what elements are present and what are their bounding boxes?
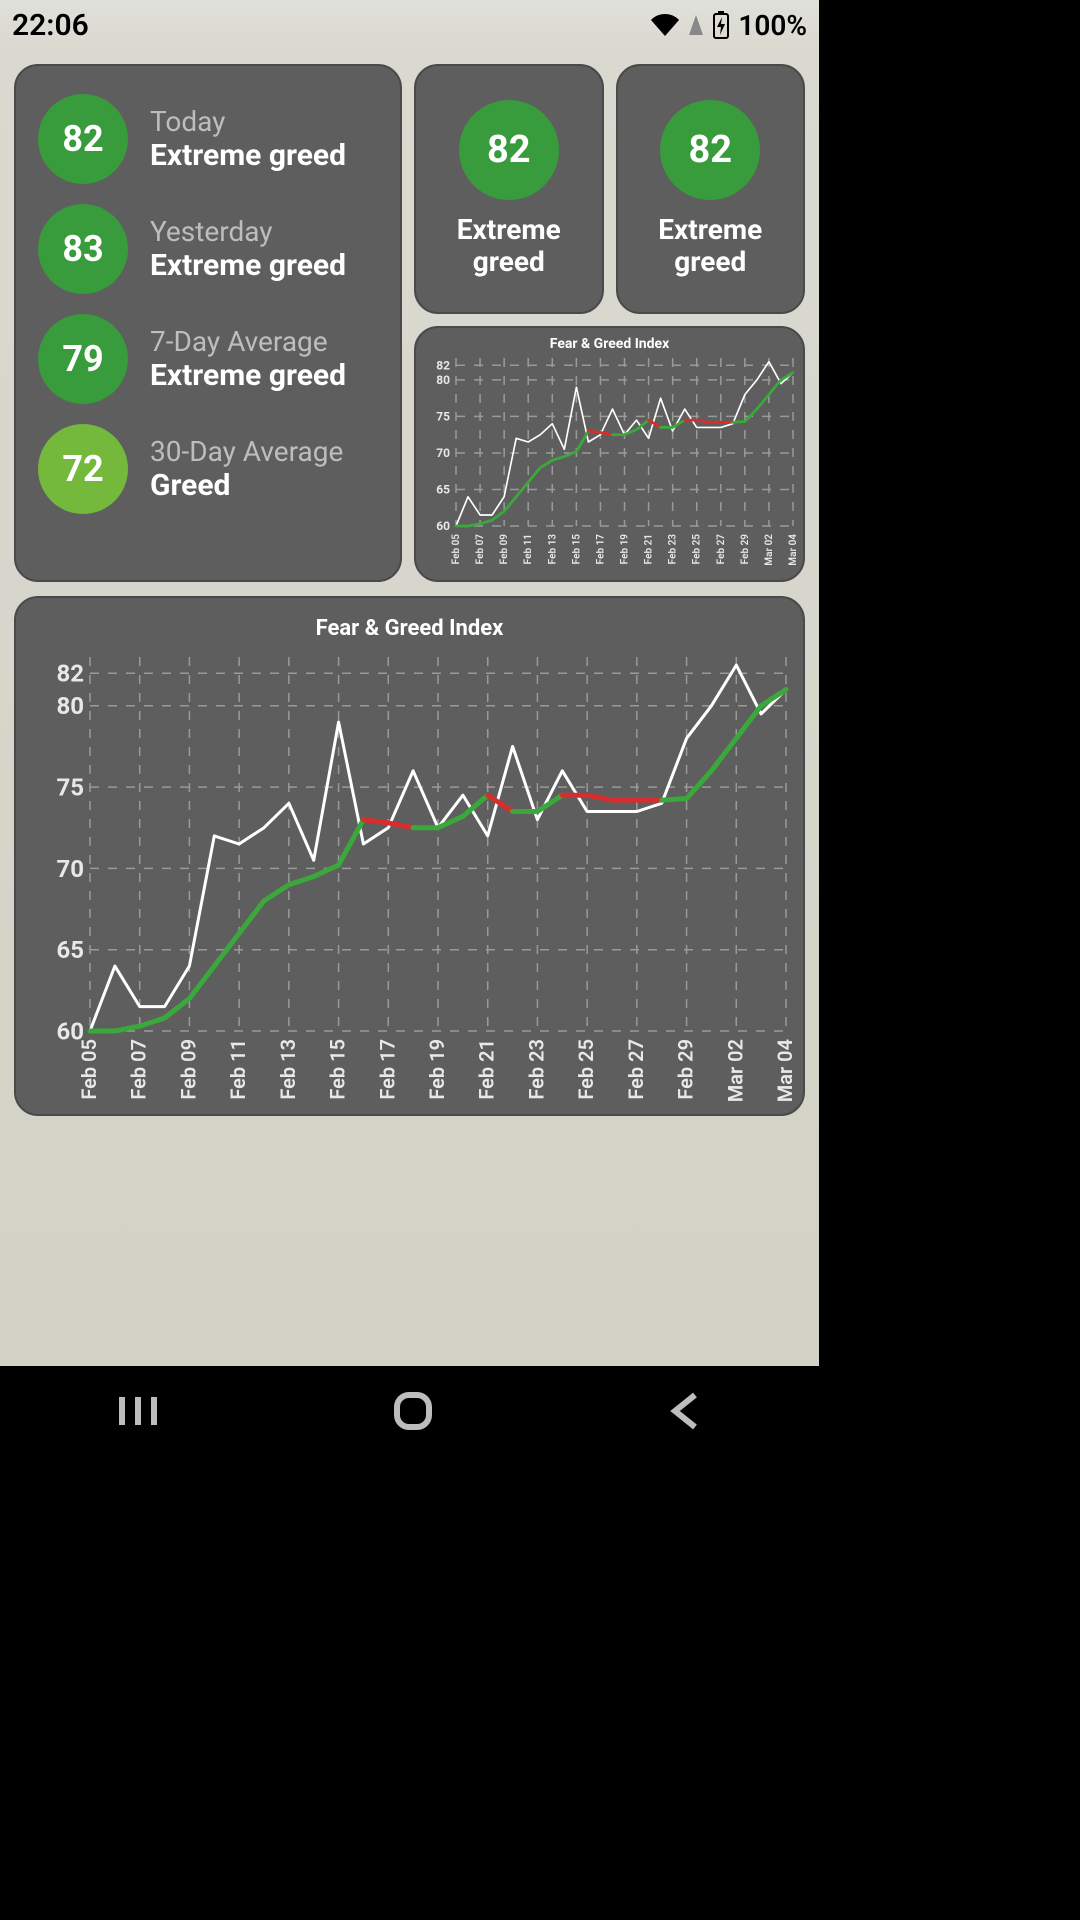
battery-percent: 100% — [738, 9, 807, 42]
svg-text:65: 65 — [436, 483, 450, 497]
svg-text:70: 70 — [436, 446, 450, 460]
value-circle: 83 — [38, 204, 128, 294]
svg-text:65: 65 — [56, 936, 84, 964]
svg-text:Feb 11: Feb 11 — [226, 1039, 250, 1100]
mini-chart-title: Fear & Greed Index — [422, 336, 797, 352]
svg-text:Feb 09: Feb 09 — [176, 1039, 200, 1100]
wifi-icon — [650, 13, 680, 37]
svg-text:Feb 27: Feb 27 — [624, 1039, 648, 1100]
small-widget[interactable]: 82 Extremegreed — [616, 64, 806, 314]
summary-card[interactable]: 82TodayExtreme greed83YesterdayExtreme g… — [14, 64, 402, 582]
svg-text:Feb 13: Feb 13 — [547, 534, 558, 565]
svg-text:Feb 15: Feb 15 — [326, 1039, 350, 1100]
chart-title: Fear & Greed Index — [26, 616, 793, 641]
svg-text:Feb 05: Feb 05 — [451, 534, 462, 565]
summary-texts: 7-Day AverageExtreme greed — [150, 325, 346, 393]
widget-status: Extremegreed — [658, 214, 762, 278]
svg-text:75: 75 — [56, 773, 84, 801]
svg-text:Feb 23: Feb 23 — [524, 1039, 548, 1100]
widget-status: Extremegreed — [457, 214, 561, 278]
svg-text:Feb 15: Feb 15 — [571, 534, 582, 565]
value-circle: 72 — [38, 424, 128, 514]
svg-text:Feb 21: Feb 21 — [475, 1039, 499, 1100]
svg-text:Feb 25: Feb 25 — [574, 1039, 598, 1100]
summary-status: Greed — [150, 468, 343, 503]
value-circle: 79 — [38, 314, 128, 404]
value-circle: 82 — [459, 100, 559, 200]
status-icons: 100% — [650, 9, 807, 42]
back-button[interactable] — [667, 1389, 703, 1433]
summary-texts: TodayExtreme greed — [150, 105, 346, 173]
mini-chart-card[interactable]: Fear & Greed Index 60 65 70 75 8082 Feb 05 Feb… — [414, 326, 805, 582]
summary-status: Extreme greed — [150, 138, 346, 173]
svg-text:Feb 19: Feb 19 — [425, 1039, 449, 1100]
svg-text:60: 60 — [436, 519, 450, 533]
svg-text:70: 70 — [56, 855, 84, 883]
battery-icon — [712, 11, 730, 39]
svg-text:Mar 04: Mar 04 — [773, 1039, 796, 1102]
svg-text:Feb 29: Feb 29 — [674, 1039, 698, 1100]
status-time: 22:06 — [12, 8, 89, 43]
summary-status: Extreme greed — [150, 248, 346, 283]
summary-label: 7-Day Average — [150, 325, 346, 358]
svg-text:80: 80 — [56, 692, 84, 720]
svg-text:Feb 13: Feb 13 — [276, 1039, 300, 1100]
home-button[interactable] — [391, 1389, 435, 1433]
main-chart: 606570758082Feb 05Feb 07Feb 09Feb 11Feb … — [26, 641, 796, 1111]
svg-text:Feb 23: Feb 23 — [668, 534, 679, 565]
svg-text:Mar 02: Mar 02 — [764, 534, 775, 566]
svg-text:Feb 17: Feb 17 — [375, 1039, 399, 1100]
svg-text:Feb 25: Feb 25 — [692, 534, 703, 565]
nav-bar — [0, 1366, 819, 1456]
summary-label: Today — [150, 105, 346, 138]
chart-card[interactable]: Fear & Greed Index 606570758082Feb 05Feb… — [14, 596, 805, 1116]
svg-text:80: 80 — [436, 373, 450, 387]
svg-text:Feb 05: Feb 05 — [77, 1039, 101, 1100]
svg-text:82: 82 — [436, 359, 450, 373]
svg-text:Feb 17: Feb 17 — [595, 534, 606, 565]
summary-row: 72 30-Day AverageGreed — [38, 424, 378, 514]
svg-text:Feb 19: Feb 19 — [620, 534, 631, 565]
svg-text:82: 82 — [56, 660, 84, 688]
svg-text:Feb 29: Feb 29 — [740, 534, 751, 565]
summary-texts: YesterdayExtreme greed — [150, 215, 346, 283]
mini-chart: 60 65 70 75 8082 Feb 05 Feb 07 Feb 09 Feb 11 Feb … — [422, 352, 797, 572]
svg-text:Feb 09: Feb 09 — [499, 534, 510, 565]
svg-text:Feb 11: Feb 11 — [523, 534, 534, 564]
small-widget[interactable]: 82 Extremegreed — [414, 64, 604, 314]
status-bar: 22:06 100% — [0, 0, 819, 50]
svg-text:Feb 21: Feb 21 — [644, 534, 655, 564]
summary-row: 82 TodayExtreme greed — [38, 94, 378, 184]
recents-button[interactable] — [116, 1393, 160, 1429]
svg-text:Feb 07: Feb 07 — [127, 1039, 151, 1100]
svg-text:75: 75 — [436, 410, 450, 424]
value-circle: 82 — [38, 94, 128, 184]
svg-text:Mar 04: Mar 04 — [788, 534, 797, 566]
svg-text:Mar 02: Mar 02 — [723, 1039, 747, 1102]
summary-status: Extreme greed — [150, 358, 346, 393]
svg-text:Feb 27: Feb 27 — [716, 534, 727, 565]
value-circle: 82 — [660, 100, 760, 200]
content-area: 82TodayExtreme greed83YesterdayExtreme g… — [0, 50, 819, 1366]
summary-label: 30-Day Average — [150, 435, 343, 468]
signal-icon — [688, 13, 704, 37]
summary-texts: 30-Day AverageGreed — [150, 435, 343, 503]
summary-row: 83 YesterdayExtreme greed — [38, 204, 378, 294]
summary-label: Yesterday — [150, 215, 346, 248]
svg-text:Feb 07: Feb 07 — [475, 534, 486, 565]
summary-row: 79 7-Day AverageExtreme greed — [38, 314, 378, 404]
